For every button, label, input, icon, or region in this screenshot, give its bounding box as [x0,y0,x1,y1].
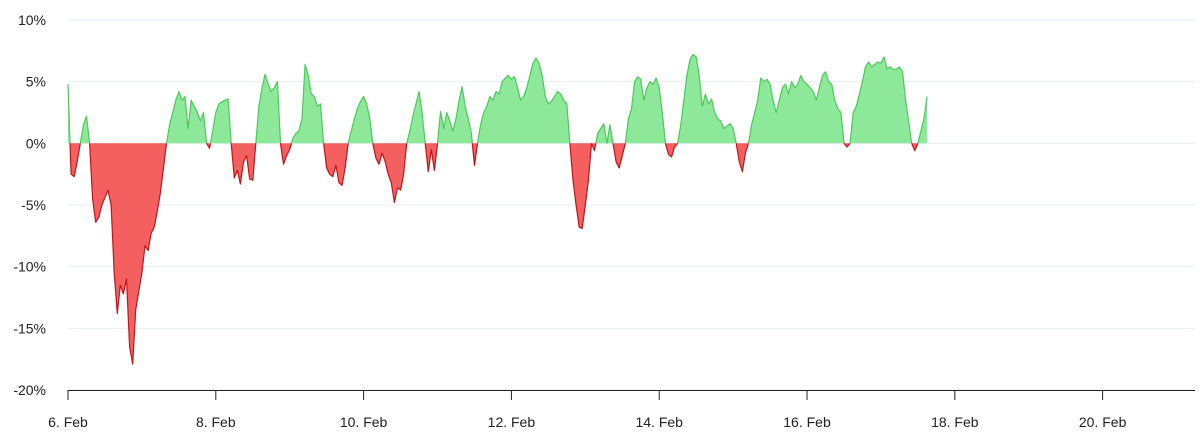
x-tick-label: 14. Feb [635,414,683,430]
positive-line [79,115,91,144]
negative-line [206,142,212,149]
negative-area [425,143,438,172]
positive-area [291,64,324,144]
negative-line [323,143,349,186]
negative-area [736,143,749,172]
y-axis: 10% 5% 0% -5% -10% -15% -20% [13,12,46,398]
positive-line [209,98,232,144]
negative-line [911,143,919,152]
positive-area [677,54,737,144]
x-tick-label: 6. Feb [48,414,88,430]
negative-line [590,143,597,152]
positive-line [849,56,913,144]
positive-line [436,86,473,144]
positive-line [67,84,71,144]
negative-line [69,143,81,178]
negative-area [70,143,81,177]
negative-line [735,143,750,173]
positive-line [624,76,666,144]
positive-line [165,90,208,144]
positive-line [406,90,426,144]
positive-area [748,71,844,144]
y-tick-label: -15% [13,320,46,336]
negative-line [612,143,626,169]
positive-area [477,58,570,144]
positive-line [677,53,737,144]
negative-line [843,142,851,148]
negative-area [613,143,626,168]
x-tick-label: 10. Feb [340,414,388,430]
positive-area [595,123,613,144]
grid-lines [68,19,1195,391]
positive-line [595,123,614,144]
x-tick-label: 18. Feb [931,414,979,430]
x-tick-label: 16. Feb [783,414,831,430]
positive-area [80,116,90,144]
y-tick-label: -10% [13,259,46,275]
negative-line [89,143,168,365]
negative-area [372,143,407,203]
positive-area [850,57,912,144]
x-tick-label: 20. Feb [1079,414,1127,430]
positive-area [210,98,232,144]
negative-line [471,143,479,167]
y-tick-label: -5% [21,197,46,213]
y-tick-label: 5% [26,74,46,90]
y-tick-label: 0% [26,135,46,151]
positive-area [917,96,928,144]
negative-area [231,143,256,184]
negative-area [89,143,167,365]
negative-area [323,143,349,186]
negative-line [230,143,257,185]
negative-line [279,143,292,165]
negative-area [569,143,592,229]
positive-line [347,95,374,144]
positive-area [348,96,373,144]
positive-line [290,63,325,144]
positive-line [476,57,571,144]
x-axis: 6. Feb 8. Feb 10. Feb 12. Feb 14. Feb 16. Feb… [48,390,1195,430]
positive-line [917,96,928,144]
x-tick-label: 12. Feb [488,414,536,430]
positive-area [437,86,473,144]
negative-line [569,143,593,229]
plot-area [67,53,928,365]
y-tick-label: -20% [13,382,46,398]
negative-line [372,143,408,204]
positive-area [625,76,666,144]
x-tick-label: 8. Feb [196,414,236,430]
negative-area [911,143,918,151]
positive-line [747,71,845,144]
positive-line [255,73,282,144]
negative-line [424,143,439,173]
y-tick-label: 10% [18,12,46,28]
negative-line [664,142,679,158]
